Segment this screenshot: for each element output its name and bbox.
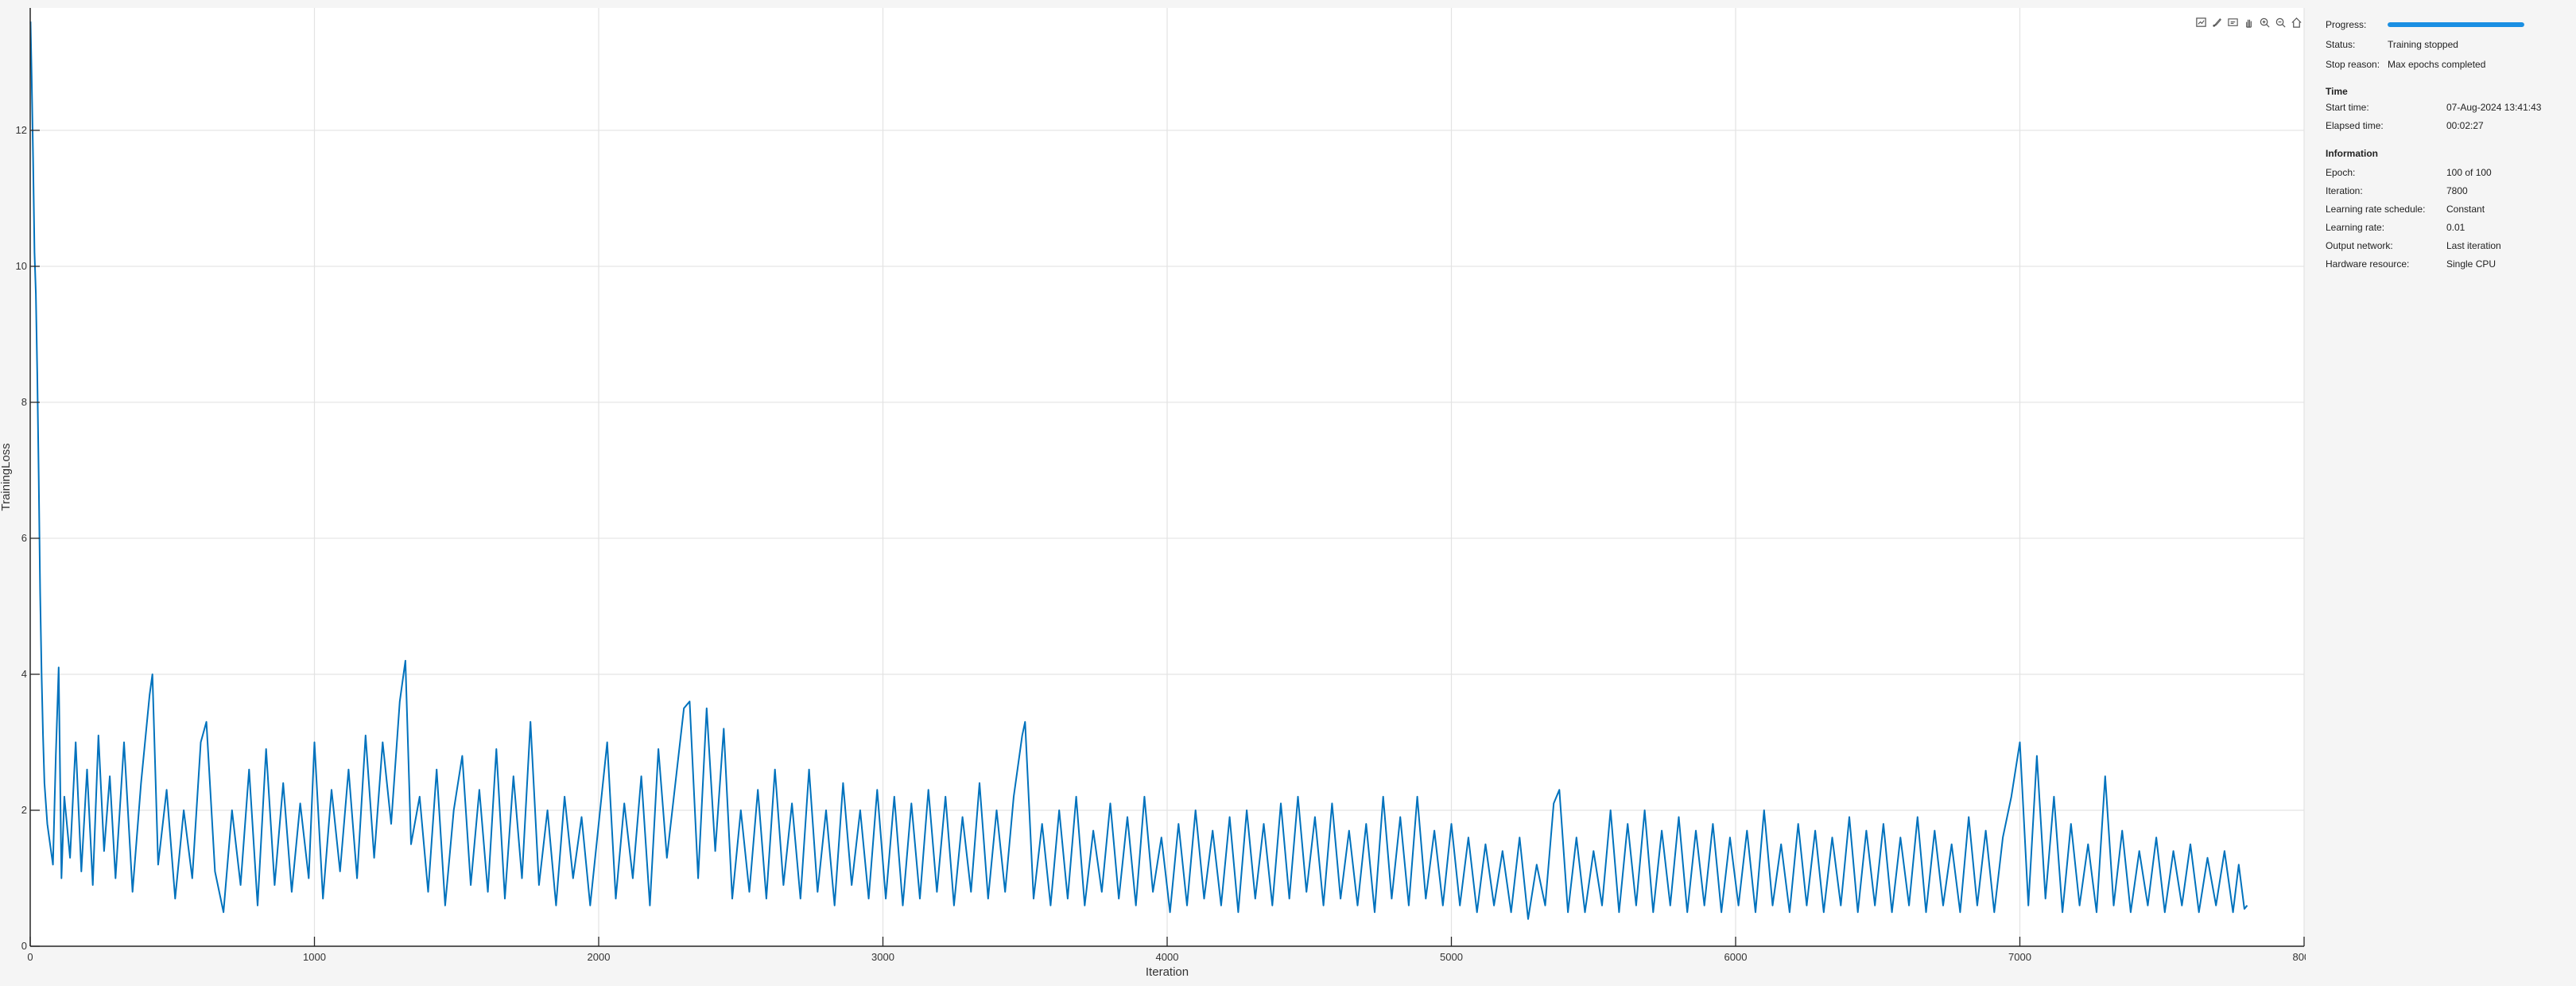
zoom-out-icon[interactable] — [2274, 16, 2287, 29]
progress-row: Progress: — [2326, 17, 2572, 32]
lr-label: Learning rate: — [2326, 222, 2385, 233]
brush-icon[interactable] — [2210, 16, 2224, 29]
start-time-row: Start time: 07-Aug-2024 13:41:43 — [2326, 100, 2572, 115]
lr-value: 0.01 — [2446, 222, 2465, 233]
hardware-label: Hardware resource: — [2326, 258, 2410, 270]
training-loss-plot[interactable]: 0 1000 2000 3000 4000 5000 6000 7000 8000 0 2 4 6 8 10… — [0, 0, 2306, 986]
elapsed-time-row: Elapsed time: 00:02:27 — [2326, 118, 2572, 133]
start-time-label: Start time: — [2326, 102, 2369, 113]
y-tick-label-3: 6 — [21, 532, 27, 544]
datatip-icon[interactable] — [2226, 16, 2240, 29]
training-info-panel: Progress: Status: Training stopped Stop … — [2310, 0, 2576, 986]
status-value: Training stopped — [2388, 39, 2458, 50]
epoch-value: 100 of 100 — [2446, 167, 2492, 178]
stop-reason-value: Max epochs completed — [2388, 59, 2486, 70]
x-tick-label-8: 8000 — [2293, 951, 2306, 963]
y-tick-label-6: 12 — [16, 124, 27, 136]
x-tick-label-2: 2000 — [588, 951, 611, 963]
information-section-title: Information — [2326, 148, 2378, 159]
stop-reason-row: Stop reason: Max epochs completed — [2326, 57, 2572, 72]
status-row: Status: Training stopped — [2326, 37, 2572, 52]
output-network-label: Output network: — [2326, 240, 2393, 251]
iteration-value: 7800 — [2446, 185, 2468, 196]
iteration-row: Iteration: 7800 — [2326, 184, 2572, 198]
progress-label: Progress: — [2326, 19, 2367, 30]
x-tick-label-5: 5000 — [1440, 951, 1463, 963]
output-network-row: Output network: Last iteration — [2326, 239, 2572, 253]
pan-icon[interactable] — [2242, 16, 2256, 29]
start-time-value: 07-Aug-2024 13:41:43 — [2446, 102, 2542, 113]
y-tick-label-2: 4 — [21, 668, 27, 680]
axes: 0 1000 2000 3000 4000 5000 6000 7000 8000 0 2 4 6 8 10… — [16, 8, 2306, 963]
y-axis-label: TrainingLoss — [0, 443, 13, 510]
output-network-value: Last iteration — [2446, 240, 2501, 251]
hardware-row: Hardware resource: Single CPU — [2326, 257, 2572, 271]
hardware-value: Single CPU — [2446, 258, 2496, 270]
y-tick-label-5: 10 — [16, 260, 27, 272]
x-tick-label-4: 4000 — [1156, 951, 1179, 963]
axes-toolbar — [2194, 16, 2303, 29]
elapsed-time-label: Elapsed time: — [2326, 120, 2384, 131]
x-tick-label-3: 3000 — [871, 951, 894, 963]
y-tick-label-1: 2 — [21, 804, 27, 816]
iteration-label: Iteration: — [2326, 185, 2363, 196]
x-tick-label-6: 6000 — [1724, 951, 1748, 963]
home-icon[interactable] — [2290, 16, 2303, 29]
time-section-title: Time — [2326, 86, 2348, 97]
lr-schedule-value: Constant — [2446, 204, 2485, 215]
x-tick-label-0: 0 — [27, 951, 33, 963]
lr-schedule-label: Learning rate schedule: — [2326, 204, 2426, 215]
y-tick-label-0: 0 — [21, 940, 27, 952]
progress-bar-fill — [2388, 22, 2524, 27]
epoch-row: Epoch: 100 of 100 — [2326, 165, 2572, 180]
x-axis-label: Iteration — [1146, 965, 1189, 979]
series-group — [29, 21, 2248, 920]
progress-bar — [2388, 22, 2524, 27]
grid-lines — [30, 8, 2305, 946]
training-loss-line — [29, 21, 2248, 920]
lr-row: Learning rate: 0.01 — [2326, 220, 2572, 235]
y-tick-label-4: 8 — [21, 396, 27, 408]
x-tick-label-1: 1000 — [303, 951, 326, 963]
lr-schedule-row: Learning rate schedule: Constant — [2326, 202, 2572, 216]
stop-reason-label: Stop reason: — [2326, 59, 2380, 70]
status-label: Status: — [2326, 39, 2356, 50]
export-icon[interactable] — [2194, 16, 2208, 29]
elapsed-time-value: 00:02:27 — [2446, 120, 2484, 131]
chart-svg[interactable]: 0 1000 2000 3000 4000 5000 6000 7000 8000 0 2 4 6 8 10… — [0, 0, 2306, 986]
epoch-label: Epoch: — [2326, 167, 2356, 178]
x-tick-label-7: 7000 — [2008, 951, 2031, 963]
zoom-in-icon[interactable] — [2258, 16, 2271, 29]
